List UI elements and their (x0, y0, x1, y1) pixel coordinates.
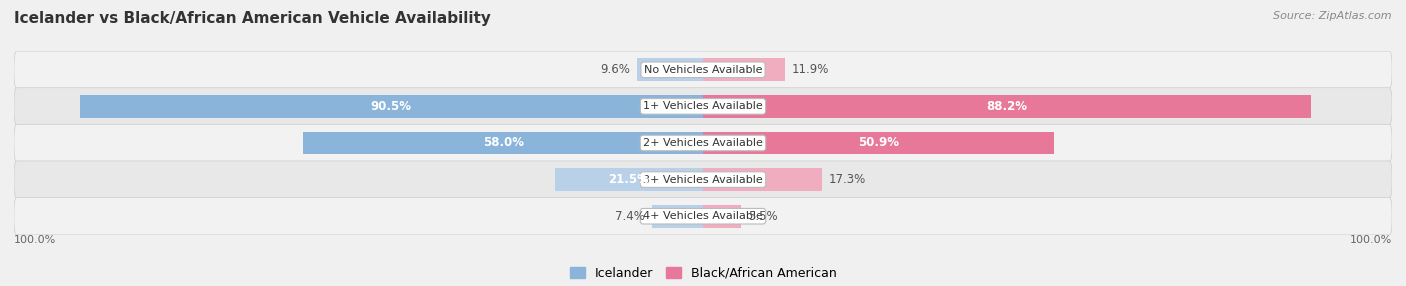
Text: 7.4%: 7.4% (616, 210, 645, 223)
Text: 1+ Vehicles Available: 1+ Vehicles Available (643, 102, 763, 111)
Text: 9.6%: 9.6% (600, 63, 630, 76)
Text: 2+ Vehicles Available: 2+ Vehicles Available (643, 138, 763, 148)
Text: 11.9%: 11.9% (792, 63, 830, 76)
Text: 88.2%: 88.2% (987, 100, 1028, 113)
Text: 4+ Vehicles Available: 4+ Vehicles Available (643, 211, 763, 221)
Text: 100.0%: 100.0% (1350, 235, 1392, 245)
FancyBboxPatch shape (14, 51, 1392, 88)
Bar (703, 95, 1310, 118)
Bar (703, 58, 785, 81)
Bar (304, 132, 703, 154)
Legend: Icelander, Black/African American: Icelander, Black/African American (569, 267, 837, 279)
Text: Icelander vs Black/African American Vehicle Availability: Icelander vs Black/African American Vehi… (14, 11, 491, 26)
Text: 5.5%: 5.5% (748, 210, 778, 223)
Text: No Vehicles Available: No Vehicles Available (644, 65, 762, 75)
FancyBboxPatch shape (14, 161, 1392, 198)
Bar (703, 205, 741, 228)
Text: 3+ Vehicles Available: 3+ Vehicles Available (643, 175, 763, 184)
Text: 50.9%: 50.9% (858, 136, 898, 150)
Bar (637, 58, 703, 81)
FancyBboxPatch shape (14, 198, 1392, 235)
FancyBboxPatch shape (14, 124, 1392, 162)
Text: 90.5%: 90.5% (371, 100, 412, 113)
Bar (703, 168, 823, 191)
Text: Source: ZipAtlas.com: Source: ZipAtlas.com (1274, 11, 1392, 21)
Bar (80, 95, 703, 118)
Text: 21.5%: 21.5% (609, 173, 650, 186)
Text: 100.0%: 100.0% (14, 235, 56, 245)
Bar (555, 168, 703, 191)
Bar (703, 132, 1053, 154)
Text: 58.0%: 58.0% (482, 136, 523, 150)
Text: 17.3%: 17.3% (830, 173, 866, 186)
FancyBboxPatch shape (14, 88, 1392, 125)
Bar (652, 205, 703, 228)
